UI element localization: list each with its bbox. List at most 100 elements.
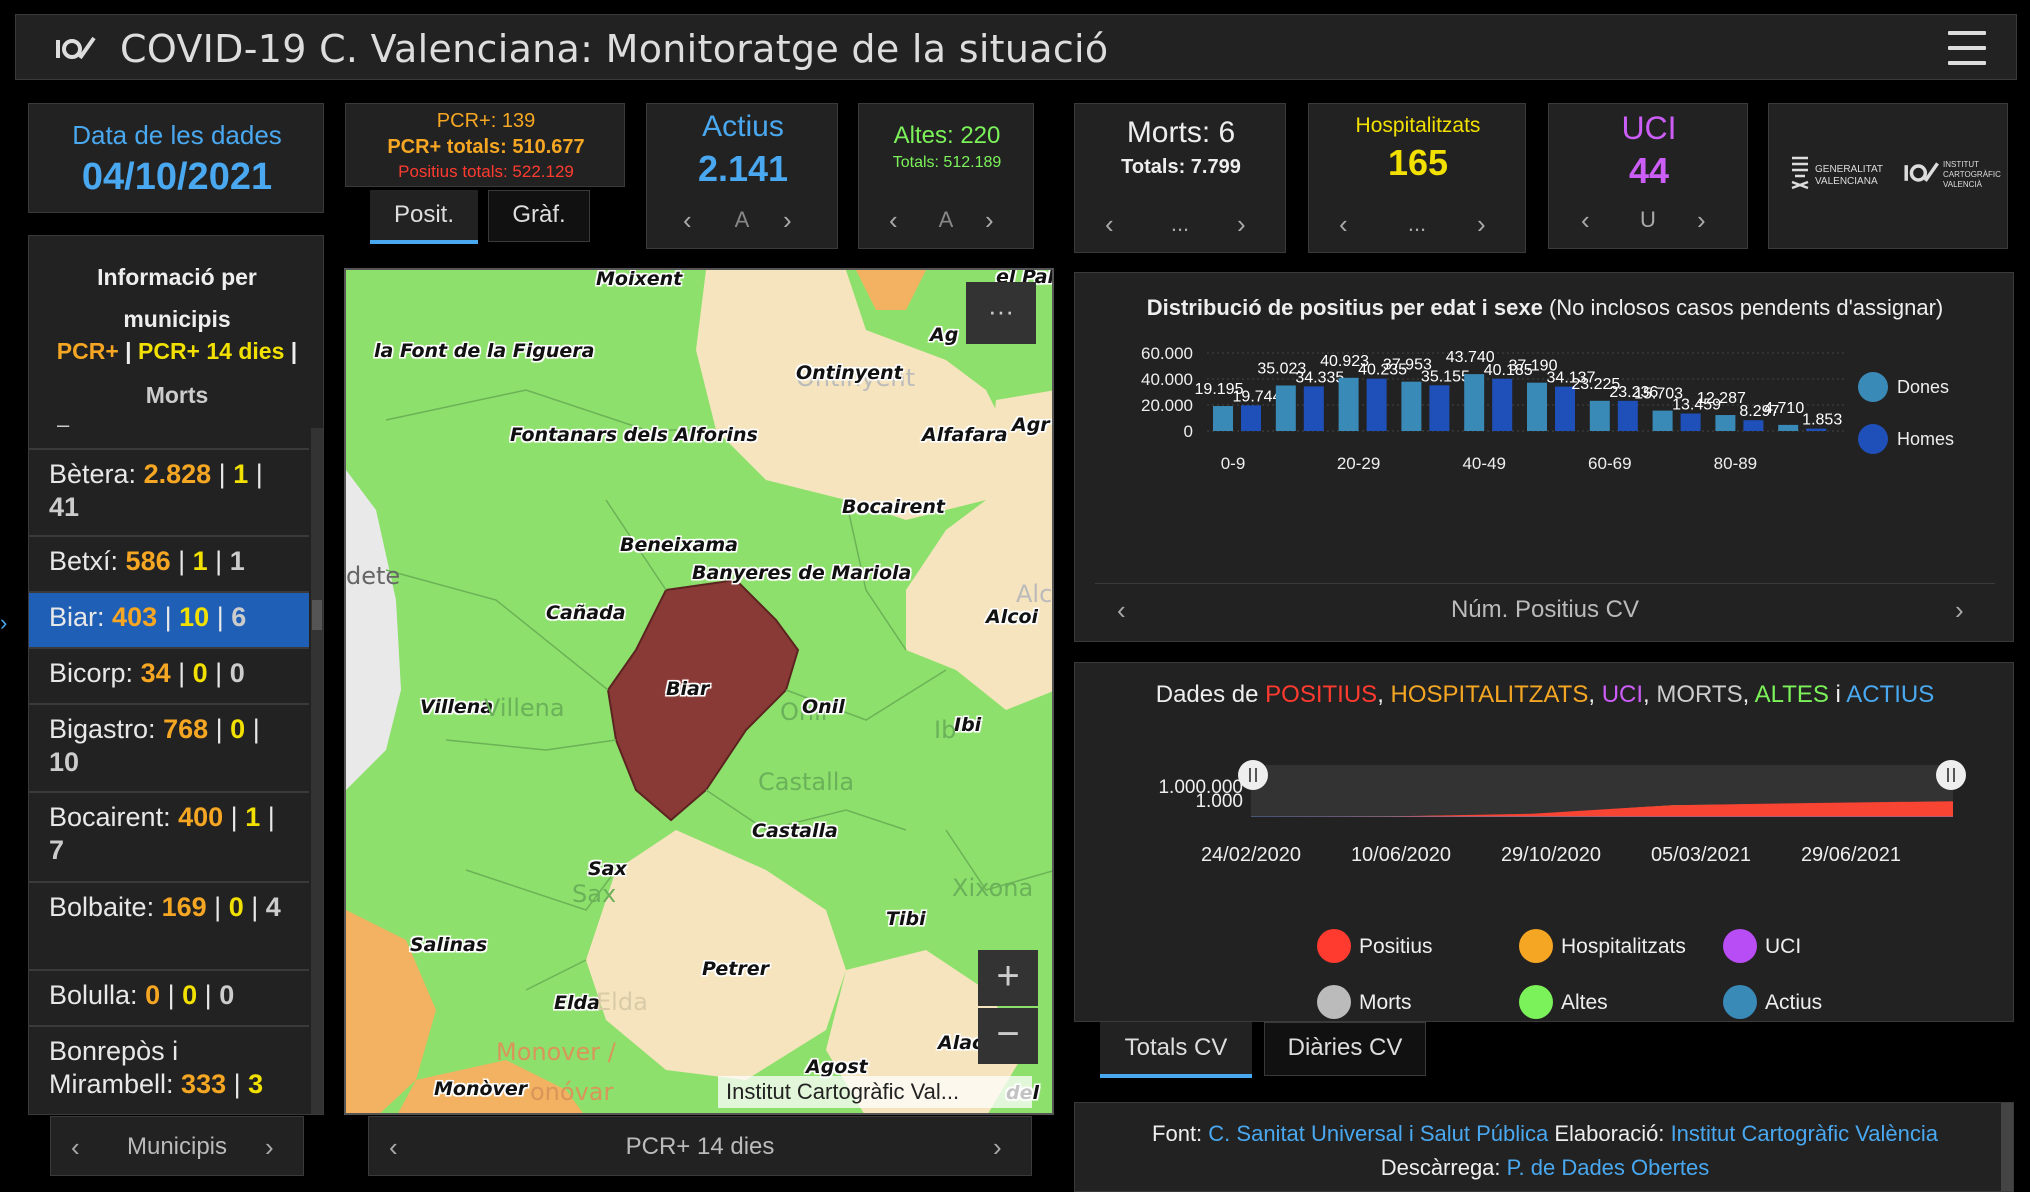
- list-item[interactable]: Bocairent: 400 | 1 | 7: [29, 793, 309, 883]
- data-label: 23.236: [1609, 384, 1658, 401]
- prev-icon[interactable]: ‹: [1581, 205, 1590, 235]
- range-handle[interactable]: [1238, 760, 1268, 790]
- map-label: Agost: [806, 1056, 868, 1078]
- next-icon[interactable]: ›: [783, 205, 792, 235]
- hosp-label: Hospitalitzats: [1355, 114, 1481, 137]
- legend-label: Dones: [1897, 377, 1949, 397]
- next-icon[interactable]: ›: [265, 1132, 274, 1162]
- zoom-out-button[interactable]: −: [978, 1008, 1038, 1064]
- data-label: 40.185: [1484, 362, 1533, 379]
- morts-nav-label: ...: [1170, 211, 1190, 236]
- list-scrollbar[interactable]: [311, 428, 323, 1114]
- bar-dones: [1778, 424, 1799, 431]
- list-item-selected[interactable]: Biar: 403 | 10 | 6: [29, 593, 309, 649]
- next-icon[interactable]: ›: [1696, 205, 1706, 235]
- list-item[interactable]: Bicorp: 34 | 0 | 0: [29, 649, 309, 705]
- map-label: Ontinyent: [796, 364, 915, 392]
- data-label: 8.297: [1739, 403, 1779, 420]
- bar-homes: [1303, 386, 1324, 431]
- expand-left-icon[interactable]: ›: [0, 610, 8, 635]
- hosp-panel: Hospitalitzats 165 ‹ ... ›: [1308, 103, 1526, 253]
- next-icon[interactable]: ›: [985, 205, 994, 235]
- municipis-header-line2: municipis: [123, 306, 231, 332]
- map-label: Sax: [588, 858, 627, 880]
- ts-title-and: i: [1835, 681, 1841, 708]
- legend-hosp: Hospitalitzats: [1561, 935, 1686, 958]
- data-label: 35.155: [1421, 368, 1470, 385]
- source-scrollbar[interactable]: [2001, 1103, 2013, 1191]
- prev-icon[interactable]: ‹: [389, 1132, 398, 1162]
- title-bar: COVID-19 C. Valenciana: Monitoratge de l…: [15, 14, 2017, 80]
- ts-title-sep: ,: [1742, 681, 1750, 708]
- data-label: 34.137: [1547, 370, 1596, 387]
- map-label: Salinas: [410, 934, 488, 956]
- age-chart-title: Distribució de positius per edat i sexe …: [1075, 295, 2015, 321]
- bar-homes: [1366, 378, 1387, 431]
- ts-title-prefix: Dades de: [1155, 681, 1259, 708]
- bar-homes: [1555, 386, 1575, 431]
- y-tick-label: 40.000: [1141, 370, 1193, 389]
- legend-swatch-altes: [1519, 985, 1553, 1019]
- municipis-legend: PCR+ | PCR+ 14 dies |: [29, 338, 323, 365]
- prev-icon[interactable]: ‹: [683, 205, 692, 235]
- map-view[interactable]: Moixent el Pal la Font de la Figuera Ag …: [344, 268, 1054, 1115]
- prev-icon[interactable]: ‹: [1339, 209, 1348, 239]
- map-label: Fontanars dels Alforins: [510, 424, 758, 446]
- x-tick-label: 20-29: [1337, 454, 1380, 473]
- x-tick-label: 24/02/2020: [1201, 844, 1301, 866]
- morts-panel: Morts: 6 Totals: 7.799 ‹ ... ›: [1074, 103, 1286, 253]
- prev-icon[interactable]: ‹: [1105, 209, 1114, 239]
- prev-icon[interactable]: ‹: [71, 1132, 80, 1162]
- font-link[interactable]: C. Sanitat Universal i Salut Pública: [1208, 1121, 1549, 1146]
- bar-homes: [1429, 385, 1450, 431]
- x-tick-label: 60-69: [1588, 454, 1631, 473]
- bar-dones: [1464, 374, 1485, 431]
- next-icon[interactable]: ›: [1477, 209, 1486, 239]
- list-item[interactable]: Bolbaite: 169 | 0 | 4: [29, 883, 309, 971]
- list-item[interactable]: Bètera: 2.828 | 1 | 41: [29, 450, 309, 537]
- desc-link[interactable]: P. de Dades Obertes: [1506, 1155, 1710, 1180]
- data-label: 37.190: [1509, 358, 1558, 375]
- data-label: 4.710: [1764, 400, 1804, 417]
- data-label: 15.703: [1634, 386, 1683, 403]
- list-item[interactable]: Bolulla: 0 | 0 | 0: [29, 971, 309, 1027]
- map-label: onóvar: [530, 1078, 614, 1106]
- list-item[interactable]: Betxí: 586 | 1 | 1: [29, 537, 309, 593]
- bar-dones: [1652, 410, 1673, 431]
- list-item[interactable]: Bonrepòs i Mirambell: 333 | 3: [49, 1036, 264, 1099]
- elab-label: Elaboració:: [1554, 1121, 1665, 1146]
- data-label: 23.225: [1571, 376, 1620, 393]
- actius-label: Actius: [702, 110, 784, 143]
- tab-graf[interactable]: Gràf.: [488, 190, 590, 242]
- scrollbar-thumb[interactable]: [312, 600, 322, 630]
- map-label: Elda: [596, 988, 648, 1016]
- legend-actius: Actius: [1765, 991, 1823, 1014]
- next-icon[interactable]: ›: [1237, 209, 1246, 239]
- map-label: Agr: [1012, 414, 1050, 436]
- elab-link[interactable]: Institut Cartogràfic València: [1670, 1121, 1938, 1146]
- zoom-in-button[interactable]: +: [978, 950, 1038, 1006]
- tab-totals-cv[interactable]: Totals CV: [1100, 1022, 1252, 1078]
- positius-totals: Positius totals: 522.129: [398, 162, 574, 181]
- map-label: Petrer: [702, 958, 770, 980]
- prev-icon[interactable]: ‹: [889, 205, 898, 235]
- map-more-button[interactable]: ···: [966, 282, 1036, 344]
- map-label: la Font de la Figuera: [374, 340, 595, 362]
- tab-posit[interactable]: Posit.: [370, 190, 478, 244]
- menu-icon[interactable]: [1948, 31, 1986, 65]
- prev-icon[interactable]: ‹: [1117, 595, 1126, 625]
- map-label: Monover /: [496, 1038, 616, 1066]
- range-handle[interactable]: [1936, 760, 1966, 790]
- legend-altes: Altes: [1561, 991, 1608, 1014]
- page-title: COVID-19 C. Valenciana: Monitoratge de l…: [120, 27, 1109, 71]
- next-icon[interactable]: ›: [1955, 595, 1964, 625]
- series-area-actius: [1251, 816, 1953, 817]
- data-label: 19.195: [1195, 381, 1244, 398]
- legend-uci: UCI: [1765, 935, 1802, 958]
- list-item[interactable]: Bigastro: 768 | 0 | 10: [29, 705, 309, 793]
- timeseries-panel: Dades de POSITIUS, HOSPITALITZATS, UCI, …: [1074, 662, 2014, 1022]
- next-icon[interactable]: ›: [993, 1132, 1002, 1162]
- bar-homes: [1492, 378, 1513, 431]
- tab-diaries-cv[interactable]: Diàries CV: [1264, 1022, 1426, 1076]
